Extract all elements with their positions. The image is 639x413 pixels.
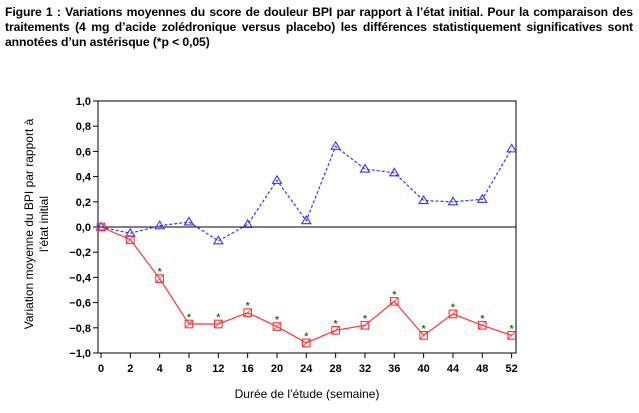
y-tick-label: 0,0	[76, 222, 91, 234]
x-axis: 0 2 4 8 12 16 20 24 28 32 36 40 44 48 52	[98, 353, 518, 375]
square-marker	[331, 325, 340, 335]
y-tick-label: −0,8	[69, 323, 91, 335]
series-square-line	[100, 226, 512, 344]
x-tick-label: 16	[242, 363, 254, 375]
square-marker-diagonal	[96, 222, 106, 232]
square-marker-diagonal	[419, 331, 428, 340]
y-axis-title-line1: Variation moyenne du BPI par rapport à	[22, 118, 36, 329]
square-marker-diagonal	[390, 297, 399, 306]
x-tick-label: 8	[186, 363, 192, 375]
square-marker-diagonal	[214, 319, 223, 329]
square-marker	[272, 322, 282, 331]
square-marker	[213, 319, 223, 329]
y-tick-label: 1,0	[76, 96, 91, 108]
square-marker-diagonal	[507, 331, 516, 340]
figure-caption: Figure 1 : Variations moyennes du score …	[5, 5, 633, 49]
triangle-marker	[359, 163, 371, 173]
triangle-marker	[300, 215, 312, 225]
significance-asterisk: *	[334, 319, 338, 330]
square-marker	[155, 274, 165, 284]
y-tick-label: −0,2	[69, 247, 91, 259]
significance-asterisk: *	[363, 314, 367, 325]
square-marker-diagonal	[184, 319, 194, 329]
significance-asterisk: *	[187, 313, 191, 324]
square-marker	[448, 309, 458, 319]
y-tick-label: 0,4	[76, 172, 92, 184]
triangle-marker	[183, 216, 195, 226]
square-marker	[507, 331, 516, 340]
square-marker	[419, 331, 428, 340]
square-marker-diagonal	[243, 308, 252, 317]
y-tick-label: 0,8	[76, 121, 91, 133]
square-marker-diagonal	[448, 309, 458, 319]
series-triangle-line	[100, 145, 513, 242]
square-marker	[243, 308, 253, 318]
x-tick-label: 24	[300, 363, 313, 375]
square-marker	[360, 320, 370, 330]
significance-asterisk: *	[216, 313, 220, 324]
square-marker-diagonal	[155, 274, 164, 283]
triangle-marker	[506, 143, 518, 153]
x-tick-label: 40	[418, 363, 430, 375]
x-tick-label: 52	[505, 363, 517, 375]
x-tick-label: 4	[157, 363, 164, 375]
y-tick-label: −1,0	[69, 348, 91, 360]
x-axis-title: Durée de l’étude (semaine)	[235, 387, 380, 401]
series-group: * * * * * * * * * * * * *	[95, 140, 518, 348]
x-tick-label: 2	[127, 363, 133, 375]
square-marker	[184, 319, 194, 329]
triangle-marker	[271, 174, 283, 184]
significance-asterisk: *	[422, 324, 426, 335]
significance-asterisk: *	[275, 315, 279, 326]
y-tick-label: −0,4	[69, 272, 92, 284]
square-marker-diagonal	[331, 326, 340, 335]
y-axis: 1,0 0,8 0,6 0,4 0,2 0,0 −0,2 −0,4 −0,6 −0,8 −1,0	[69, 96, 98, 360]
square-marker	[96, 222, 106, 232]
square-marker	[301, 338, 311, 348]
x-tick-label: 12	[212, 363, 224, 375]
x-tick-label: 32	[359, 363, 371, 375]
square-marker	[389, 296, 399, 306]
significance-asterisk: *	[246, 301, 250, 312]
significance-asterisk: *	[304, 331, 308, 342]
square-marker-diagonal	[360, 321, 370, 330]
square-marker-diagonal	[478, 321, 487, 330]
x-tick-label: 36	[388, 363, 400, 375]
triangle-marker	[212, 235, 224, 245]
square-marker-diagonal	[126, 235, 135, 244]
y-tick-label: 0,2	[76, 197, 91, 209]
triangle-marker	[476, 193, 488, 203]
significance-asterisk: *	[392, 290, 396, 301]
triangle-marker	[330, 140, 342, 150]
square-marker-diagonal	[272, 322, 282, 331]
x-tick-label: 44	[447, 363, 460, 375]
y-tick-label: 0,6	[76, 146, 91, 158]
triangle-marker	[154, 220, 166, 230]
significance-asterisk: *	[451, 302, 455, 313]
triangle-marker	[388, 167, 400, 177]
y-tick-label: −0,6	[69, 298, 91, 310]
square-marker-diagonal	[302, 338, 311, 348]
square-marker	[125, 235, 135, 244]
x-tick-label: 48	[476, 363, 488, 375]
square-marker	[477, 320, 487, 330]
x-tick-label: 28	[330, 363, 342, 375]
y-axis-title-line2: l’état initial	[37, 196, 51, 252]
triangle-marker	[447, 196, 459, 206]
significance-asterisk: *	[480, 314, 484, 325]
significance-asterisk: *	[158, 267, 162, 278]
triangle-marker	[242, 218, 254, 229]
x-tick-label: 20	[271, 363, 283, 375]
triangle-marker	[95, 221, 107, 231]
x-tick-label: 0	[98, 363, 104, 375]
triangle-marker	[418, 194, 430, 205]
significance-asterisk: *	[510, 324, 514, 335]
